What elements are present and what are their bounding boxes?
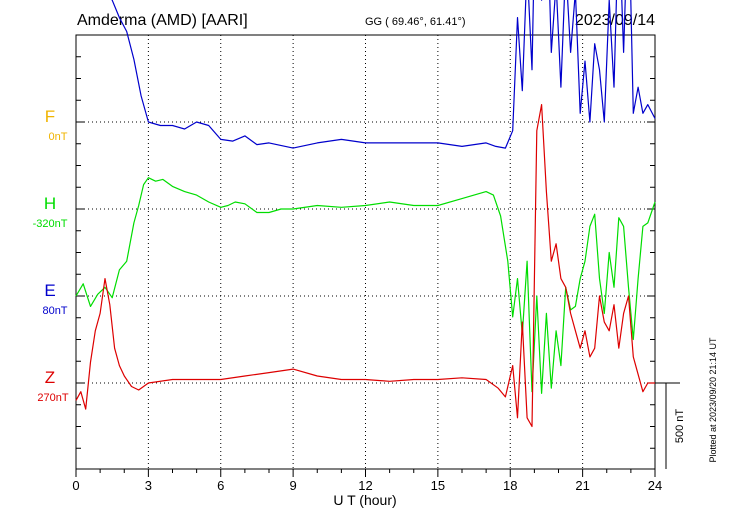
series-lines	[75, 0, 656, 428]
station-title: Amderma (AMD) [AARI]	[77, 12, 248, 29]
station-coordinates: GG ( 69.46°, 61.41°)	[365, 16, 466, 28]
channel-label-z: Z	[45, 368, 55, 387]
channel-offset-f: 0nT	[49, 131, 68, 143]
x-tick-label: 12	[358, 478, 372, 493]
channel-offset-h: -320nT	[33, 218, 68, 230]
x-tick-label: 0	[72, 478, 79, 493]
series-line-e	[111, 0, 656, 149]
channel-offset-e: 80nT	[42, 305, 67, 317]
channel-labels: F 0nT H -320nT E 80nT Z 270nT	[33, 107, 69, 404]
channel-label-h: H	[44, 194, 56, 213]
plot-area	[75, 34, 656, 477]
x-tick-label: 3	[145, 478, 152, 493]
channel-offset-z: 270nT	[37, 392, 68, 404]
x-tick-label: 15	[431, 478, 445, 493]
x-tick-label: 21	[575, 478, 589, 493]
channel-label-e: E	[44, 281, 55, 300]
scale-bar-label: 500 nT	[674, 409, 686, 444]
x-tick-label: 6	[217, 478, 224, 493]
chart-date: 2023/09/14	[575, 12, 655, 29]
x-tick-labels: 0 3 6 9 12 15 18 21 24	[72, 478, 662, 493]
grid-lines	[76, 35, 655, 469]
x-axis-label: U T (hour)	[333, 492, 396, 508]
series-line-z	[75, 103, 655, 428]
scale-bar: 500 nT	[655, 382, 686, 469]
x-tick-label: 18	[503, 478, 517, 493]
plotted-at-note: Plotted at 2023/09/20 21:14 UT	[708, 337, 718, 463]
x-tick-label: 9	[290, 478, 297, 493]
series-line-h	[75, 177, 656, 394]
x-tick-label: 24	[648, 478, 662, 493]
channel-label-f: F	[45, 107, 55, 126]
tick-marks	[75, 34, 656, 477]
